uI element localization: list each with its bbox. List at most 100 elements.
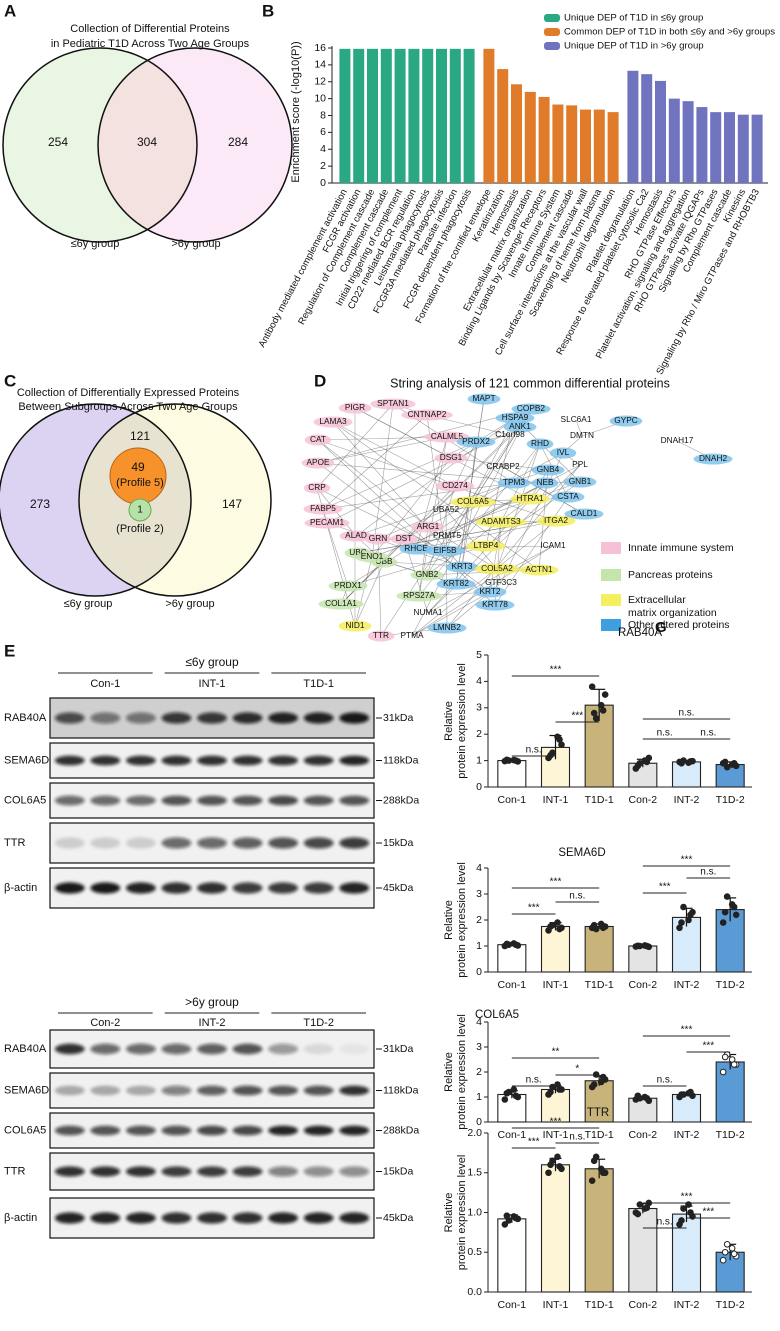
network-node-label: DNAH2	[699, 453, 728, 463]
data-point	[590, 709, 598, 717]
network-node	[526, 438, 554, 450]
blot-band	[303, 882, 334, 894]
network-node	[355, 551, 389, 563]
data-point	[599, 1073, 607, 1081]
significance-label: n.s.	[657, 1075, 673, 1086]
venn-set-label: ≤6y group	[64, 598, 113, 610]
data-point	[643, 1204, 651, 1212]
data-point	[554, 919, 561, 926]
y-tick-label: 2	[476, 914, 482, 926]
size-label: 118kDa	[383, 754, 419, 766]
venn-set-label: >6y group	[165, 598, 214, 610]
network-edge	[461, 501, 474, 568]
significance-label: n.s.	[569, 1132, 585, 1143]
network-node	[563, 476, 597, 488]
chart-title: TTR	[587, 1107, 609, 1119]
y-tick-label: 2	[476, 1066, 482, 1078]
network-node	[367, 630, 395, 642]
blot-band	[339, 795, 370, 806]
network-edge	[415, 520, 557, 550]
network-node	[609, 415, 643, 427]
data-point	[590, 921, 598, 929]
data-point	[678, 919, 685, 926]
network-node-label: RHD	[531, 438, 549, 448]
data-point	[556, 736, 563, 743]
blot-band	[339, 755, 370, 766]
y-tick-label: 2	[320, 160, 326, 172]
significance-label: ***	[702, 1207, 714, 1218]
network-node	[467, 393, 501, 405]
network-node-label: GRN	[369, 533, 387, 543]
network-node	[427, 622, 467, 634]
bar	[655, 80, 666, 183]
y-tick-label: 3	[476, 888, 482, 900]
panel-label: E	[4, 641, 15, 660]
data-point	[512, 757, 520, 764]
network-node-label: CALML5	[431, 431, 464, 441]
data-point	[730, 1061, 738, 1068]
network-edge	[322, 414, 428, 510]
network-node-label: PECAM1	[310, 517, 345, 527]
blot-band	[303, 755, 334, 766]
network-edge	[446, 464, 581, 629]
blot-band	[161, 712, 192, 724]
data-point	[556, 1163, 563, 1170]
bar	[593, 109, 605, 183]
bar	[682, 101, 694, 183]
network-node	[338, 620, 372, 632]
data-point	[501, 1221, 509, 1228]
blot-band	[303, 1085, 334, 1096]
network-node-label: GTF3C3	[485, 577, 517, 587]
x-tick-label: INT-1	[543, 1299, 569, 1311]
network-edge	[489, 521, 502, 593]
blot-band	[161, 795, 192, 806]
network-node-label: KRT2	[479, 586, 500, 596]
panel-label: D	[314, 371, 326, 390]
network-node	[434, 452, 468, 464]
data-point	[643, 942, 651, 950]
network-node-label: ENO1	[361, 551, 384, 561]
significance-label: *	[575, 1064, 579, 1075]
network-edge	[377, 509, 447, 540]
x-tick-label: Con-1	[498, 1129, 527, 1141]
x-tick-label: T1D-1	[585, 1129, 614, 1141]
protein-label: SEMA6D	[4, 754, 49, 766]
blot-band	[232, 755, 263, 766]
venn-count: 147	[222, 497, 242, 511]
data-point	[723, 1241, 731, 1248]
size-label: 45kDa	[383, 1212, 414, 1224]
network-node	[313, 416, 353, 428]
bar	[737, 114, 749, 183]
legend-label: Other altered proteins	[628, 619, 730, 631]
data-point	[721, 758, 729, 766]
significance-label: n.s.	[700, 728, 716, 739]
blot-band	[268, 837, 299, 849]
significance-label: **	[552, 1047, 560, 1058]
bar	[353, 48, 365, 183]
y-tick-label: 1.0	[467, 1206, 482, 1218]
data-point	[503, 1089, 511, 1097]
x-tick-label: INT-1	[543, 979, 569, 991]
bar	[540, 1164, 571, 1293]
legend-swatch	[601, 569, 621, 581]
significance-label: ***	[659, 882, 671, 893]
y-axis-label: protein expression level	[456, 1014, 468, 1130]
bar	[584, 925, 614, 973]
y-tick-label: 0.0	[467, 1286, 482, 1298]
network-node	[425, 545, 465, 557]
network-edge	[418, 526, 429, 597]
panel-label: B	[262, 1, 274, 20]
blot-band	[161, 1125, 192, 1136]
venn-title: Collection of Differentially Expressed P…	[17, 387, 240, 399]
network-node	[390, 533, 418, 545]
data-point	[556, 1086, 563, 1093]
data-point	[510, 1086, 518, 1093]
data-point	[588, 683, 596, 690]
x-tick-label: Con-2	[629, 1299, 658, 1311]
blot-band	[232, 1085, 263, 1096]
network-node	[510, 493, 550, 505]
y-axis-label: protein expression level	[456, 663, 468, 779]
y-tick-label: 0	[476, 781, 482, 793]
blot-band	[232, 795, 263, 806]
network-node-label: ADAMTS3	[481, 516, 521, 526]
